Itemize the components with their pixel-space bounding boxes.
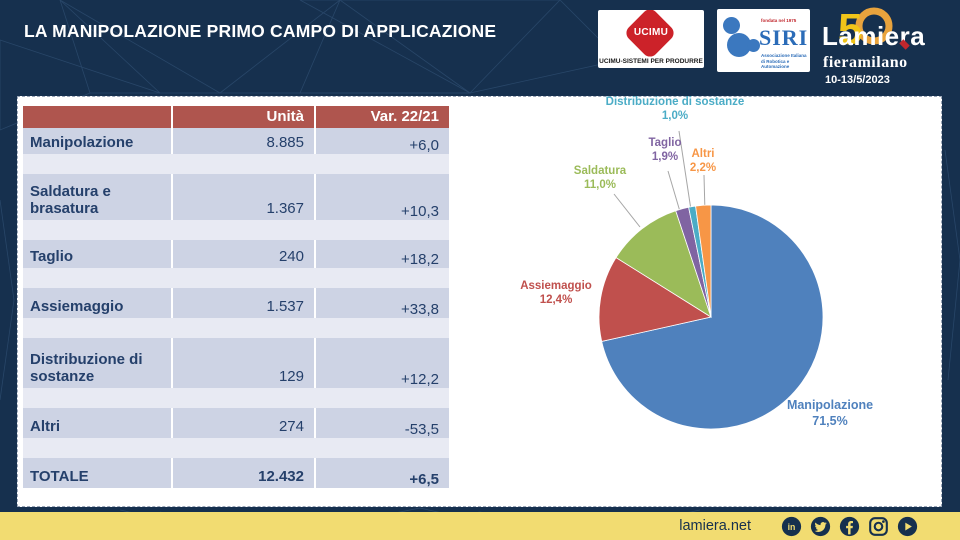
pie-slice-saldatura [615, 210, 712, 318]
slice-percent: 11,0% [584, 179, 616, 191]
pie-label-manipolazione: Manipolazione 71,5% [787, 397, 873, 429]
pie-chart-svg [598, 130, 824, 430]
slice-percent: 2,2% [689, 162, 717, 174]
footer-bar: lamiera.net in [0, 512, 960, 540]
pie-label-taglio: Taglio 1,9% [648, 136, 681, 164]
youtube-icon[interactable] [897, 516, 918, 537]
siri-logo-text: SIRI [759, 25, 809, 50]
application-table: Unità Var. 22/21 Manipolazione 8.885 +6,… [23, 106, 449, 488]
row-variation: +12,2 [314, 338, 449, 388]
pie-label-saldatura: Saldatura 11,0% [574, 164, 626, 192]
ucimu-tagline: UCIMU-SISTEMI PER PRODURRE [599, 58, 703, 65]
table-row: Manipolazione 8.885 +6,0 [23, 128, 449, 154]
total-label: TOTALE [30, 468, 89, 485]
row-label: Assiemaggio [30, 298, 124, 315]
slice-percent: 12,4% [539, 294, 573, 306]
table-row: Assiemaggio 1.537 +33,8 [23, 288, 449, 318]
slice-name: Assiemaggio [520, 280, 592, 292]
pie-slice-assiemaggio [598, 257, 713, 342]
slice-percent: 1,9% [651, 151, 679, 163]
lamiera-logo-text: Lamiera [822, 21, 926, 51]
table-row: Saldatura e brasatura 1.367 +10,3 [23, 174, 449, 220]
slide-header: LA MANIPOLAZIONE PRIMO CAMPO DI APPLICAZ… [0, 0, 960, 93]
pie-chart: Distribuzione di sostanze 1,0% Taglio 1,… [458, 95, 943, 508]
siri-founded-text: fondata nel 1975 [761, 18, 797, 23]
table-spacer-row [23, 220, 449, 240]
slice-percent: 71,5% [812, 414, 848, 428]
table-row: Altri 274 -53,5 [23, 408, 449, 438]
slice-name: Altri [691, 148, 715, 160]
row-label: Manipolazione [30, 134, 134, 151]
row-units: 240 [171, 240, 314, 268]
row-label: Distribuzione di sostanze [30, 351, 143, 385]
linkedin-icon[interactable]: in [781, 516, 802, 537]
table-header-unita: Unità [171, 106, 314, 128]
table-header-label [23, 106, 171, 128]
row-label: Altri [30, 418, 60, 435]
website-link[interactable]: lamiera.net [679, 518, 751, 534]
lamiera-50-icon: 5 [838, 5, 893, 54]
slice-name: Saldatura [573, 165, 627, 177]
table-total-row: TOTALE 12.432 +6,5 [23, 458, 449, 488]
instagram-icon[interactable] [868, 516, 889, 537]
svg-text:in: in [788, 522, 796, 532]
table-spacer-row [23, 154, 449, 174]
row-units: 129 [171, 338, 314, 388]
row-label: Saldatura e brasatura [30, 183, 111, 217]
table-header-var: Var. 22/21 [314, 106, 449, 128]
table-spacer-row [23, 318, 449, 338]
table-row: Taglio 240 +18,2 [23, 240, 449, 268]
row-units: 8.885 [171, 128, 314, 154]
social-icons: in [781, 516, 918, 537]
total-units: 12.432 [171, 458, 314, 488]
siri-subtitle: Associazione Italiana di Robotica e Auto… [761, 53, 807, 69]
siri-circle-icon [723, 17, 740, 34]
table-spacer-row [23, 438, 449, 458]
leader-lines [613, 130, 706, 228]
fieramilano-text: fieramilano [823, 54, 908, 71]
pie-label-distribuzione: Distribuzione di sostanze 1,0% [606, 95, 745, 123]
pie-slice-manipolazione [601, 204, 824, 430]
siri-circle-icon [747, 39, 760, 52]
slice-name: Taglio [648, 137, 682, 149]
row-units: 274 [171, 408, 314, 438]
slice-percent: 1,0% [661, 110, 689, 122]
table-spacer-row [23, 388, 449, 408]
content-panel: Unità Var. 22/21 Manipolazione 8.885 +6,… [17, 96, 942, 507]
row-variation: -53,5 [314, 408, 449, 438]
row-units: 1.537 [171, 288, 314, 318]
row-units: 1.367 [171, 174, 314, 220]
table-row: Distribuzione di sostanze 129 +12,2 [23, 338, 449, 388]
ucimu-logo: UCIMU UCIMU-SISTEMI PER PRODURRE [598, 10, 704, 68]
pie-label-assiemaggio: Assiemaggio 12,4% [520, 279, 592, 307]
table-header-row: Unità Var. 22/21 [23, 106, 449, 128]
facebook-icon[interactable] [839, 516, 860, 537]
pie-label-altri: Altri 2,2% [690, 147, 716, 175]
event-date: 10-13/5/2023 [825, 74, 890, 86]
slice-name: Manipolazione [786, 398, 874, 412]
page-title: LA MANIPOLAZIONE PRIMO CAMPO DI APPLICAZ… [24, 21, 497, 41]
slice-name: Distribuzione di sostanze [605, 96, 745, 108]
twitter-icon[interactable] [810, 516, 831, 537]
pie-slice-altri [695, 204, 712, 318]
total-variation: +6,5 [314, 458, 449, 488]
svg-text:5: 5 [838, 5, 862, 54]
row-variation: +6,0 [314, 128, 449, 154]
row-variation: +18,2 [314, 240, 449, 268]
row-label: Taglio [30, 248, 74, 265]
row-variation: +33,8 [314, 288, 449, 318]
table-spacer-row [23, 268, 449, 288]
ucimu-logo-text: UCIMU [633, 27, 669, 38]
lamiera-logo: 5 Lamiera fieramilano 10-13/5/2023 [818, 4, 954, 90]
row-variation: +10,3 [314, 174, 449, 220]
siri-logo: fondata nel 1975 SIRI Associazione Itali… [717, 9, 810, 72]
